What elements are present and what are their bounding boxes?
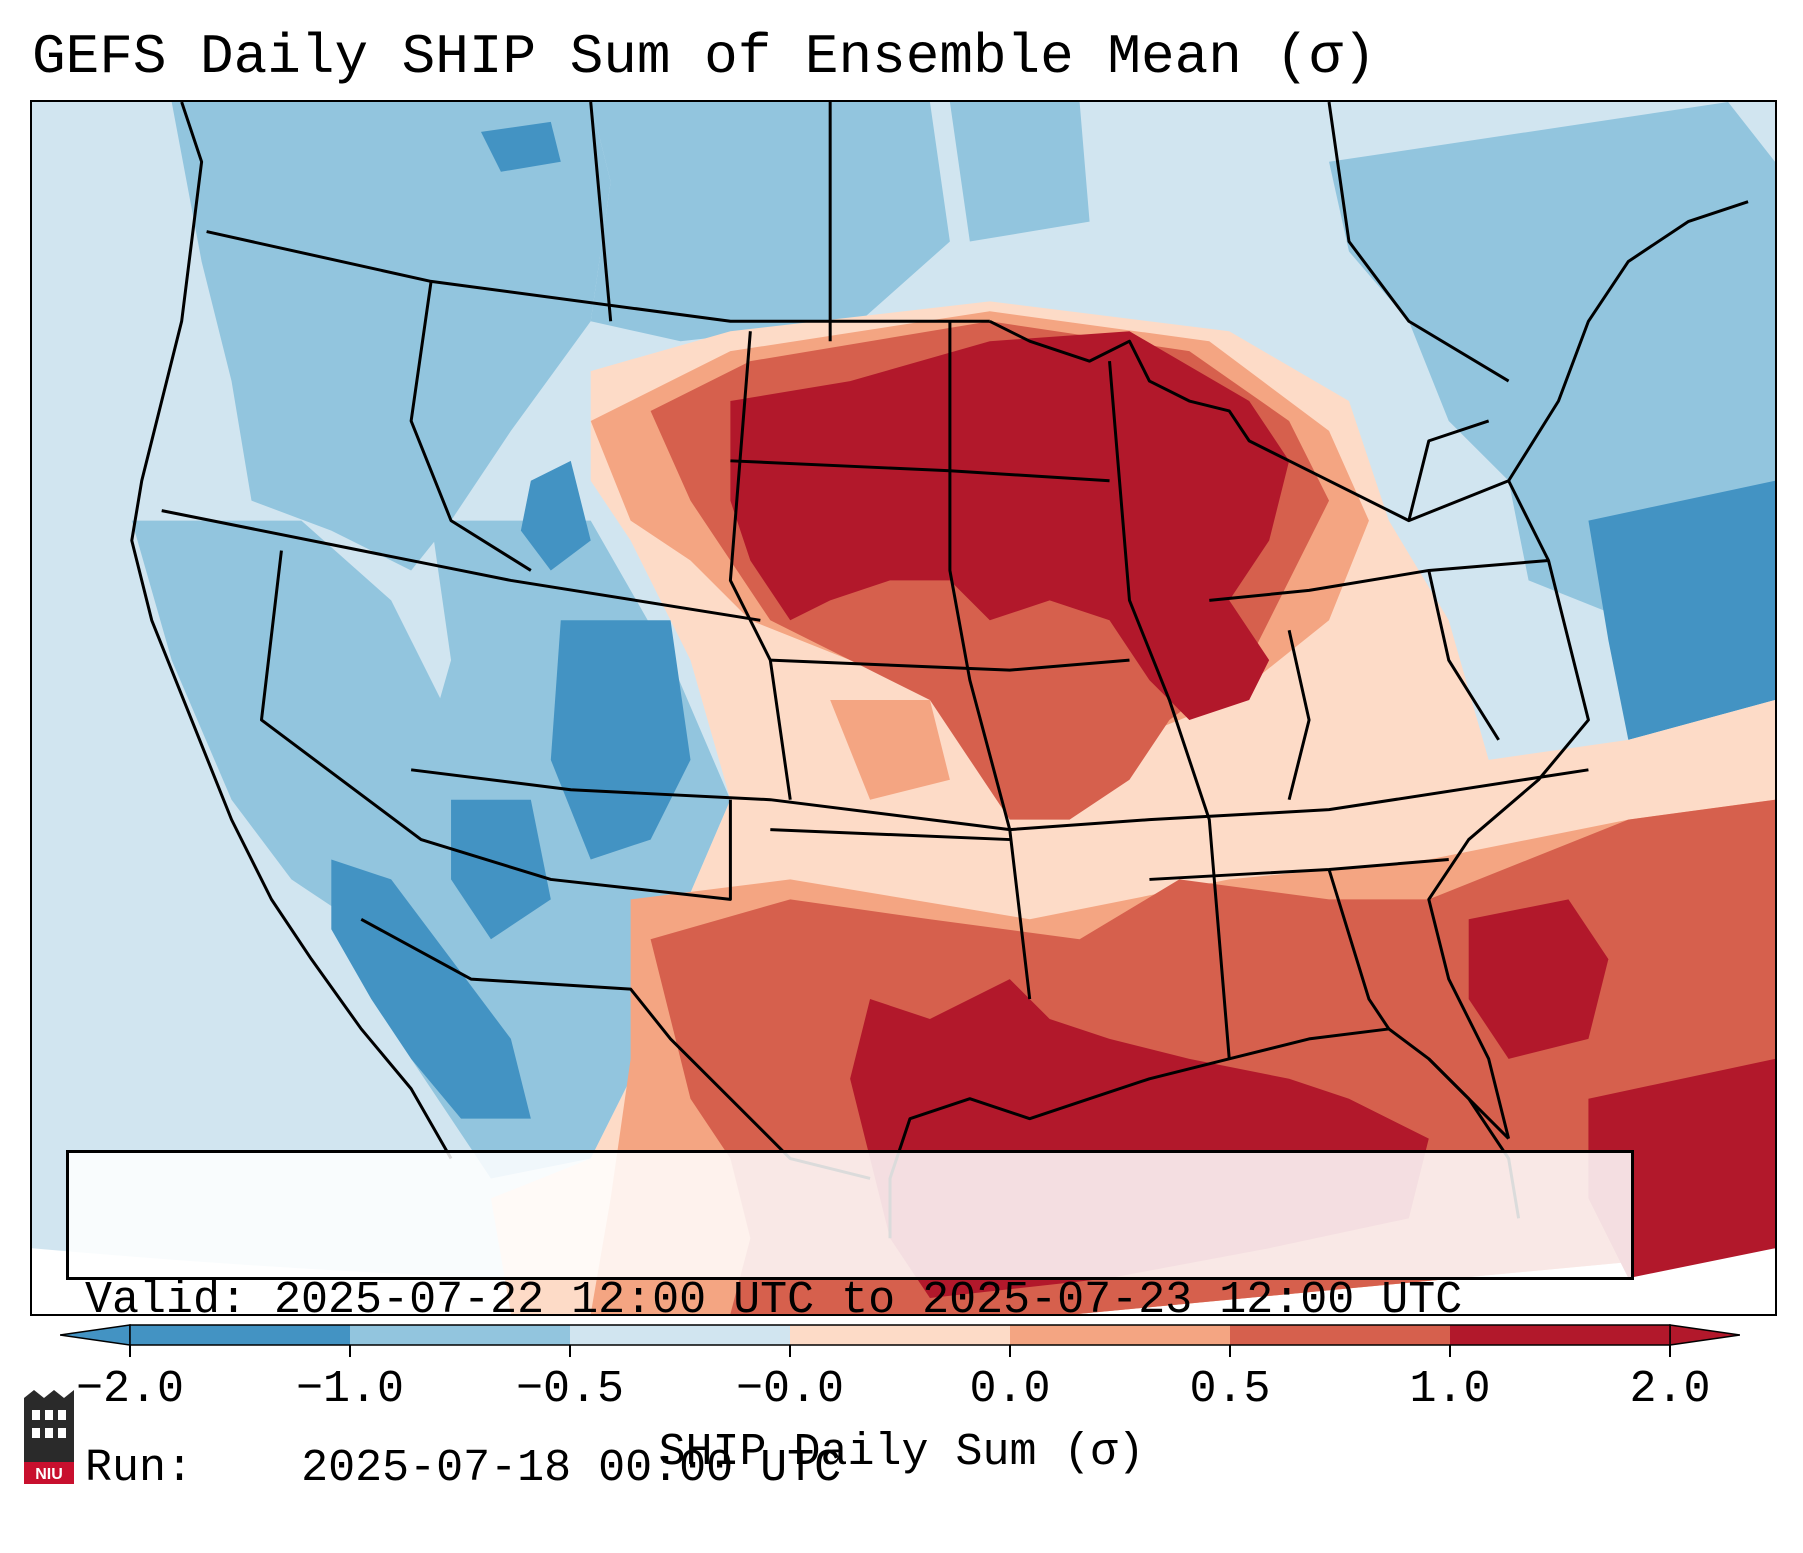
logo-text: NIU [35, 1466, 63, 1483]
chart-title: GEFS Daily SHIP Sum of Ensemble Mean (σ) [32, 25, 1377, 89]
run-line: Run: 2025-07-18 00:00 UTC [85, 1441, 1615, 1497]
run-value: 2025-07-18 00:00 UTC [301, 1443, 842, 1494]
colorbar-extend-high [1669, 1324, 1740, 1346]
niu-logo: NIU [24, 1390, 74, 1484]
colorbar [60, 1324, 1740, 1357]
colorbar-tick-label: 0.5 [1189, 1364, 1271, 1415]
valid-value: 2025-07-22 12:00 UTC to 2025-07-23 12:00… [274, 1275, 1463, 1326]
strong-negative-areas [331, 121, 1775, 1119]
colorbar-tick-label: −1.0 [295, 1364, 405, 1415]
colorbar-tick-label: 0.0 [969, 1364, 1051, 1415]
colorbar-label: SHIP Daily Sum (σ) [658, 1427, 1145, 1478]
colorbar-segment [1010, 1325, 1231, 1345]
borders [130, 102, 1749, 1239]
colorbar-tick-label: 1.0 [1409, 1364, 1491, 1415]
colorbar-tick-label: 2.0 [1629, 1364, 1711, 1415]
run-label: Run: [85, 1443, 194, 1494]
colorbar-tick-label: −2.0 [75, 1364, 185, 1415]
colorbar-segment [1450, 1325, 1671, 1345]
colorbar-extend-low [60, 1324, 131, 1346]
colorbar-segment [350, 1325, 571, 1345]
colorbar-segment [1230, 1325, 1451, 1345]
colorbar-segment [790, 1325, 1011, 1345]
projection-outside [32, 1238, 1775, 1314]
valid-line: Valid: 2025-07-22 12:00 UTC to 2025-07-2… [85, 1273, 1615, 1329]
ship-map [32, 102, 1775, 1314]
colorbar-outline [129, 1324, 1671, 1346]
colorbar-segment [570, 1325, 791, 1345]
map-panel [30, 100, 1777, 1316]
valid-label: Valid: [85, 1275, 248, 1326]
colorbar-segment [130, 1325, 351, 1345]
valid-run-box: Valid: 2025-07-22 12:00 UTC to 2025-07-2… [66, 1150, 1634, 1494]
colorbar-tick-label: −0.0 [735, 1364, 845, 1415]
colorbar-tick-label: −0.5 [515, 1364, 625, 1415]
